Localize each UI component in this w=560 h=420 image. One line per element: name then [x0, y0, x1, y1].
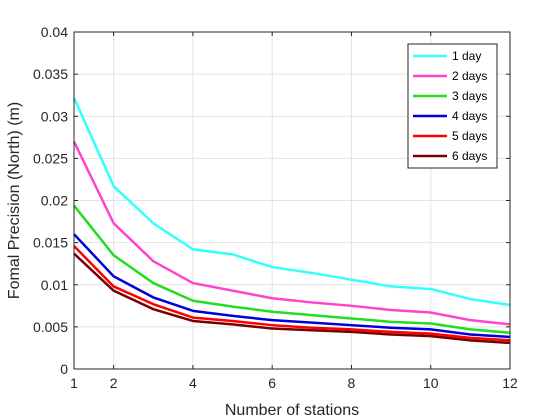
series-lines: [72, 97, 511, 345]
legend-label: 3 days: [452, 89, 487, 103]
y-tick-label: 0.01: [41, 277, 68, 293]
y-tick-label: 0.02: [41, 193, 68, 209]
legend-label: 6 days: [452, 149, 487, 163]
series-line-2: [72, 140, 511, 326]
series-line-5: [73, 245, 511, 342]
legend-label: 4 days: [452, 109, 487, 123]
y-tick-label: 0.035: [33, 66, 68, 82]
legend-label: 5 days: [452, 129, 487, 143]
x-tick-label: 4: [189, 375, 197, 391]
legend: 1 day 2 days 3 days 4 days 5 days 6 days: [407, 43, 498, 169]
axis-ticks: 1 2 4 6 8 10 1200.0050.010.0150.020.0250.030.0…: [33, 24, 518, 391]
x-tick-label: 8: [348, 375, 356, 391]
x-tick-label: 6: [268, 375, 276, 391]
y-tick-label: 0.015: [33, 235, 68, 251]
x-tick-label: 10: [423, 375, 439, 391]
series-line-3: [73, 204, 511, 335]
legend-label: 2 days: [452, 69, 487, 83]
legend-box: [407, 43, 498, 169]
x-tick-label: 2: [110, 375, 118, 391]
legend-label: 1 day: [452, 49, 481, 63]
series-line-4: [73, 233, 511, 339]
x-axis-label: Number of stations: [225, 402, 359, 419]
y-tick-label: 0.03: [41, 108, 68, 124]
y-tick-label: 0.04: [41, 24, 68, 40]
x-tick-label: 1: [70, 375, 78, 391]
series-line-6: [73, 252, 511, 345]
x-tick-label: 12: [502, 375, 518, 391]
series-line-1: [72, 97, 511, 307]
y-axis-label: Fomal Precision (North) (m): [6, 102, 23, 299]
y-tick-label: 0: [60, 361, 68, 377]
y-tick-label: 0.025: [33, 150, 68, 166]
y-tick-label: 0.005: [33, 319, 68, 335]
